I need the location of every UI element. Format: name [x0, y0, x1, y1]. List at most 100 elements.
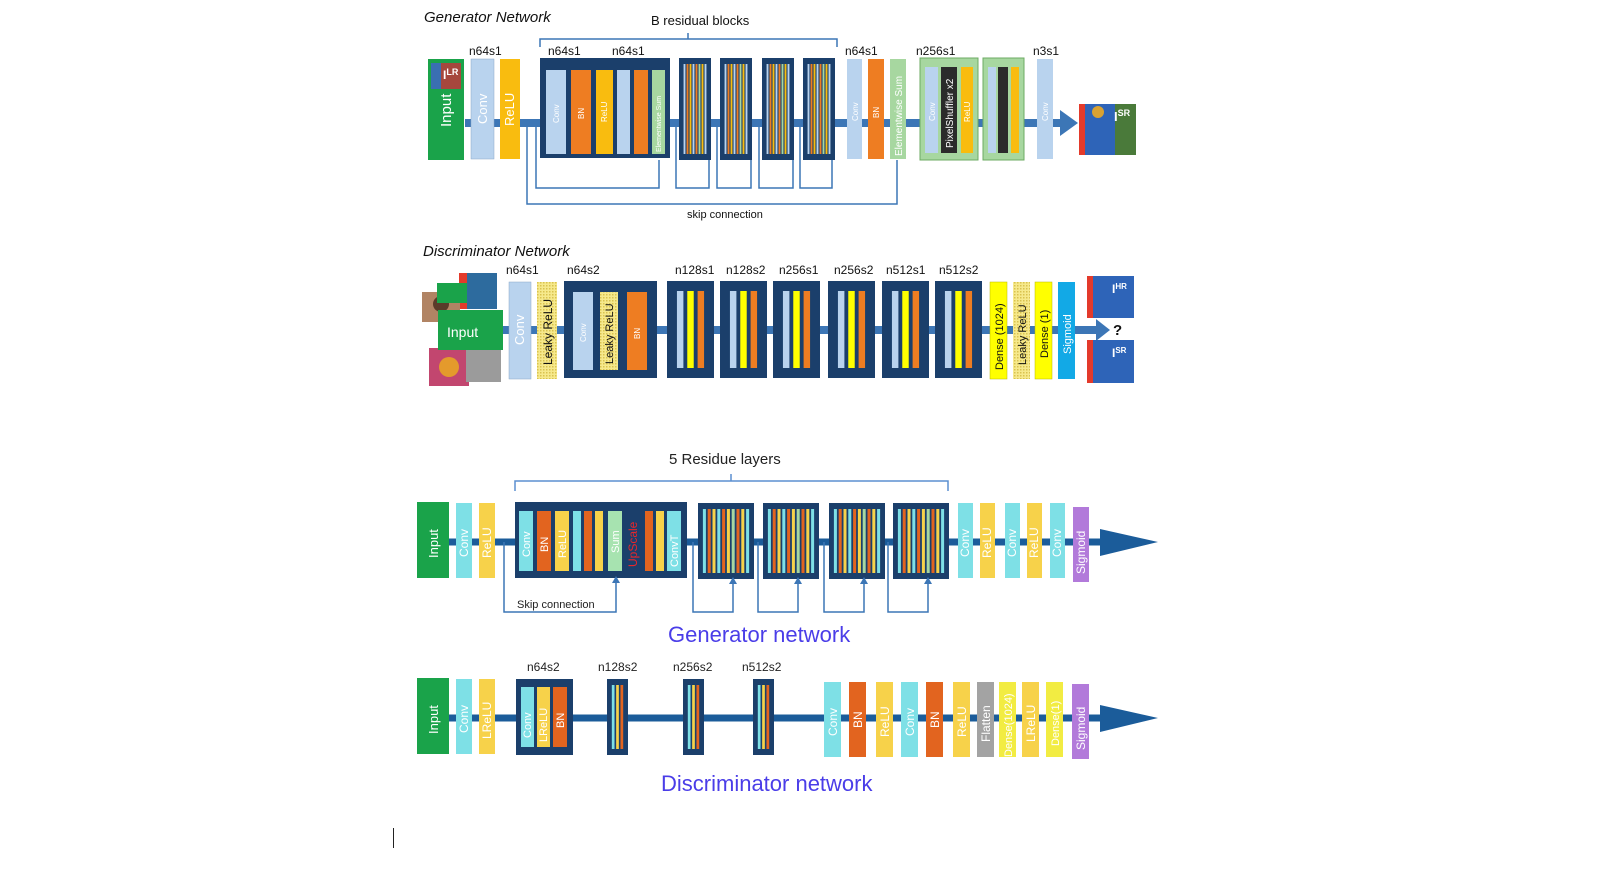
collapsed-residue-block	[893, 503, 949, 579]
disc-leaky-relu-2	[1013, 282, 1030, 379]
block-stripe	[921, 509, 925, 573]
disc-sigmoid	[1058, 282, 1075, 379]
bottom-disc-flatten	[977, 682, 994, 757]
residual-brace	[539, 33, 838, 47]
svg-text:ReLU: ReLU	[600, 101, 609, 122]
block-stripe	[791, 509, 795, 573]
block-stripe	[787, 509, 791, 573]
bottom-residue-skips	[692, 542, 932, 613]
svg-text:BN: BN	[851, 711, 865, 728]
res-conv	[546, 70, 566, 154]
svg-text:Dense (1024): Dense (1024)	[994, 303, 1006, 370]
bottom-disc-sigmoid	[1072, 684, 1089, 759]
residue-skip-connection	[823, 542, 865, 613]
block-stripe	[717, 509, 721, 573]
svg-text:BN: BN	[633, 328, 642, 339]
svg-text:Input: Input	[426, 529, 441, 558]
res-skip-connection	[716, 123, 752, 189]
skip-connection-label: skip connection	[687, 209, 763, 221]
bottom-disc-input	[417, 678, 449, 754]
block-stripe	[941, 509, 945, 573]
bottom-disc-top-label: n128s2	[598, 660, 638, 674]
block-stripe	[757, 685, 761, 749]
svg-text:Conv: Conv	[958, 529, 972, 557]
bottom-skip-connection	[503, 542, 617, 613]
block-stripe	[848, 291, 855, 368]
svg-text:Conv: Conv	[928, 102, 937, 121]
block-stripe	[775, 64, 778, 154]
svg-text:ReLU: ReLU	[963, 101, 972, 122]
gen-top-label: n64s1	[469, 44, 502, 58]
residue-skip-connection	[757, 542, 799, 613]
gen-top-label: n256s1	[916, 44, 956, 58]
block-stripe	[741, 509, 745, 573]
block-stripe	[897, 509, 901, 573]
gen-top-label: n3s1	[1033, 44, 1059, 58]
residue-skip-arrow	[794, 577, 802, 584]
block-stripe	[683, 64, 686, 154]
block-stripe	[686, 64, 689, 154]
generator-arrowhead	[1060, 110, 1078, 136]
disc-arrowhead	[1096, 319, 1110, 341]
block-stripe	[917, 509, 921, 573]
block-stripe	[902, 291, 909, 368]
disc-top-label: n64s1	[506, 263, 539, 277]
block-stripe	[848, 509, 852, 573]
svg-text:ReLU: ReLU	[557, 530, 569, 558]
bottom-disc-conv-3	[901, 682, 918, 757]
svg-text:ReLU: ReLU	[878, 706, 892, 737]
bottom-disc-bn	[849, 682, 866, 757]
block-stripe	[695, 64, 698, 154]
svg-text:Leaky ReLU: Leaky ReLU	[604, 303, 616, 364]
svg-text:Conv: Conv	[512, 314, 527, 345]
block-stripe	[936, 509, 940, 573]
gen-conv-label: Conv	[475, 93, 490, 124]
res-elementwise-sum	[652, 70, 665, 154]
block-stripe	[692, 685, 695, 749]
block-stripe	[926, 509, 930, 573]
block-stripe	[620, 685, 624, 749]
gen-conv-layer-2	[847, 59, 862, 159]
svg-text:ConvT: ConvT	[669, 534, 681, 567]
svg-text:BN: BN	[555, 713, 567, 728]
bottom-gen-sigmoid	[1073, 507, 1089, 582]
block-stripe	[816, 64, 819, 154]
block-stripe	[745, 64, 748, 154]
discriminator-title: Discriminator Network	[423, 243, 571, 260]
block-stripe	[676, 291, 684, 368]
block-stripe	[739, 64, 742, 154]
block-stripe	[731, 509, 735, 573]
svg-text:ReLU: ReLU	[480, 527, 494, 558]
disc-blocks-collapsed	[667, 281, 982, 378]
block-stripe	[701, 64, 704, 154]
block-stripe	[616, 685, 619, 749]
block-stripe	[750, 291, 758, 368]
svg-text:Conv: Conv	[1041, 102, 1050, 121]
block-stripe	[772, 509, 776, 573]
block-stripe	[902, 509, 906, 573]
block-stripe	[696, 685, 700, 749]
svg-text:IHR: IHR	[1112, 282, 1127, 296]
block-stripe	[867, 509, 871, 573]
bottom-gen-arrowhead	[1100, 529, 1158, 556]
block-stripe	[778, 64, 781, 154]
bottom-generator-title: Generator network	[668, 622, 851, 647]
bottom-gen-conv	[456, 503, 472, 578]
block-stripe	[912, 509, 916, 573]
bottom-disc-dense-1	[1046, 682, 1063, 757]
block-stripe	[819, 64, 822, 154]
block-stripe	[944, 291, 952, 368]
residue-layers-label: 5 Residue layers	[669, 451, 781, 468]
gen-relu-layer	[500, 59, 520, 159]
block-stripe	[692, 64, 695, 154]
block-stripe	[781, 64, 784, 154]
bottom-gen-relu	[479, 503, 495, 578]
block-stripe	[707, 509, 711, 573]
block-stripe	[712, 509, 716, 573]
disc-dense-1024	[989, 281, 1008, 380]
svg-text:ReLU: ReLU	[1027, 527, 1041, 558]
block-stripe	[838, 509, 842, 573]
block-stripe	[787, 64, 790, 154]
svg-text:Leaky ReLU: Leaky ReLU	[1017, 304, 1029, 365]
